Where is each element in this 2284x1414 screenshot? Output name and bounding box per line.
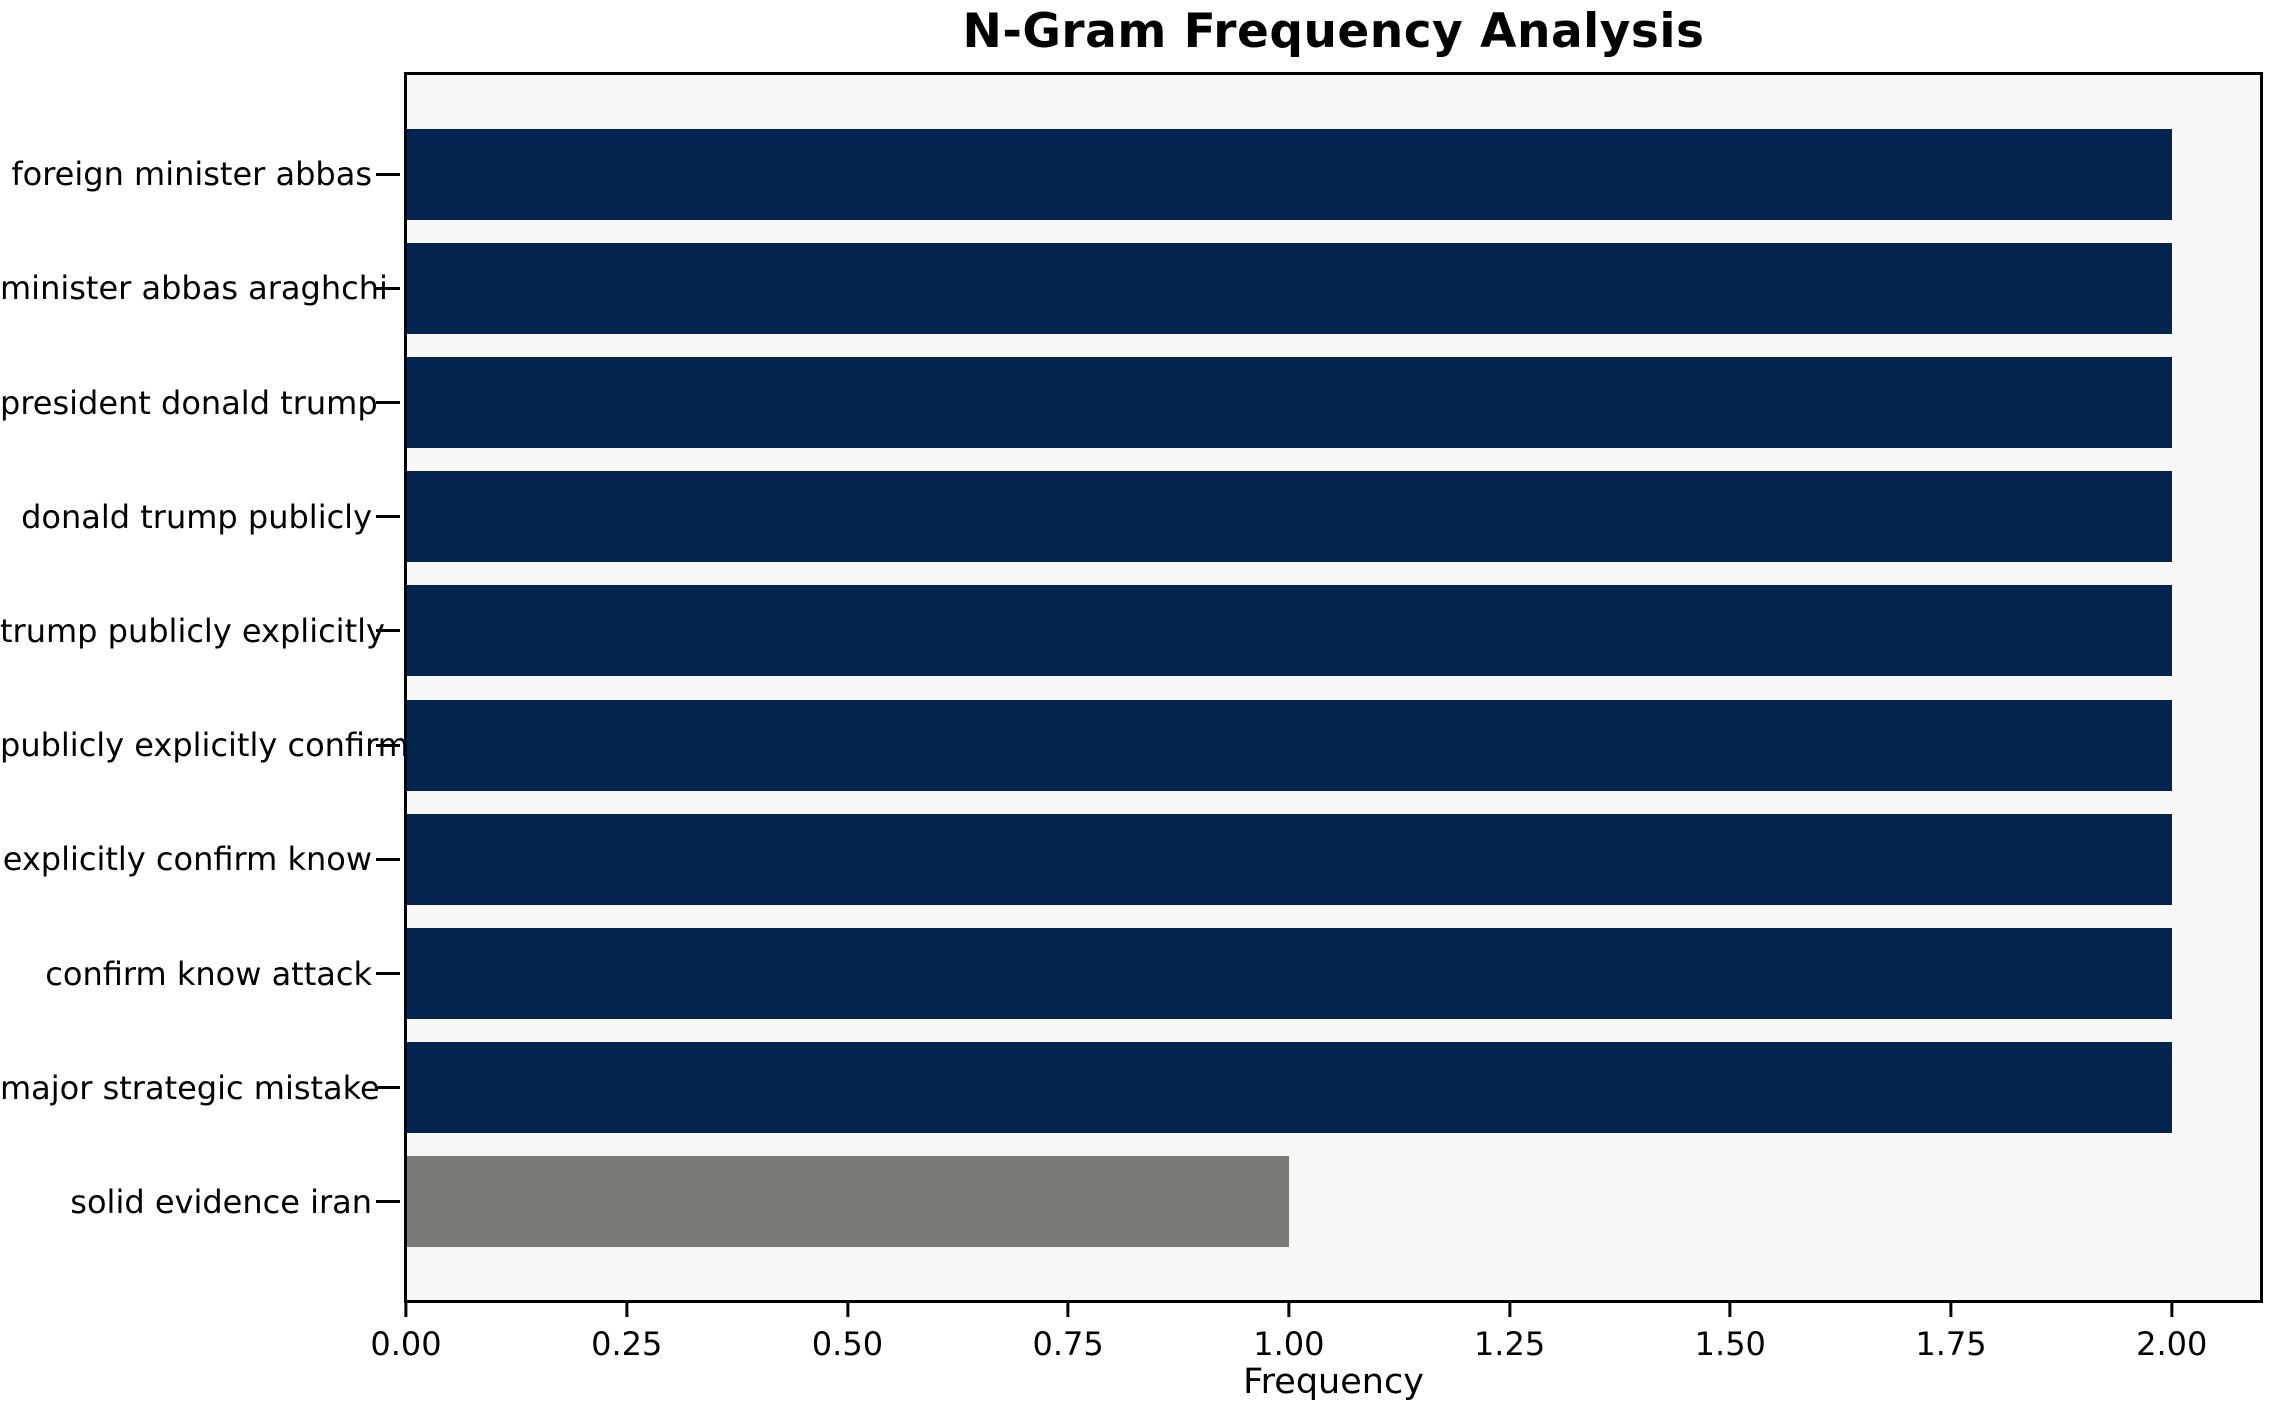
y-tick-mark (376, 743, 400, 747)
x-tick-label: 0.75 (1032, 1325, 1104, 1363)
x-tick-label: 0.50 (811, 1325, 884, 1363)
bar (407, 357, 2172, 448)
y-tick-mark (376, 857, 400, 861)
bar (407, 471, 2172, 563)
bar-row: minister abbas araghchi (0, 231, 2260, 345)
bar (407, 1042, 2172, 1134)
y-tick-mark (376, 1086, 400, 1090)
bar-track (407, 574, 2260, 688)
x-tick-mark (1287, 1303, 1291, 1317)
y-tick-mark (376, 515, 400, 519)
y-tick-label: minister abbas araghchi (0, 269, 388, 308)
bar-row: major strategic mistake (0, 1031, 2260, 1145)
x-tick: 1.25 (1474, 1303, 1545, 1363)
y-tick-label: donald trump publicly (21, 497, 372, 536)
bar (407, 585, 2172, 677)
x-tick: 2.00 (2136, 1303, 2207, 1363)
bar-row: trump publicly explicitly (0, 574, 2260, 688)
bar-track (407, 345, 2260, 459)
bar-track (407, 1145, 2260, 1259)
bar-track (407, 688, 2260, 802)
x-tick-mark (1508, 1303, 1512, 1317)
y-tick-mark (376, 1200, 400, 1204)
bar-row: foreign minister abbas (0, 117, 2260, 231)
bar-track (407, 117, 2260, 231)
x-tick-label: 2.00 (2136, 1325, 2208, 1363)
y-tick-label: foreign minister abbas (11, 155, 372, 194)
bar-row: publicly explicitly confirm (0, 688, 2260, 802)
bar-row: donald trump publicly (0, 460, 2260, 574)
x-tick-label: 1.00 (1253, 1325, 1325, 1363)
x-tick-mark (625, 1303, 629, 1317)
x-tick: 1.75 (1915, 1303, 1987, 1363)
x-tick-mark (1728, 1303, 1732, 1317)
bar-track (407, 231, 2260, 345)
x-tick: 1.50 (1695, 1303, 1766, 1363)
x-tick: 0.50 (812, 1303, 883, 1363)
y-tick-label: trump publicly explicitly (0, 611, 385, 650)
chart-title: N-Gram Frequency Analysis (962, 4, 1705, 59)
x-axis: 0.00 0.25 0.50 0.75 1.00 1.25 1.50 1.75 2.00 (370, 1303, 2260, 1373)
x-axis-label: Frequency (1243, 1362, 1424, 1402)
bar-row: explicitly confirm know (0, 802, 2260, 916)
y-tick-label: explicitly confirm know (2, 840, 372, 879)
y-tick-label: solid evidence iran (70, 1182, 372, 1221)
bar (407, 813, 2172, 905)
y-tick-label: publicly explicitly confirm (0, 726, 409, 765)
bar-rows-container: foreign minister abbas minister abbas ara… (0, 72, 2260, 1303)
x-tick-label: 1.25 (1473, 1325, 1546, 1363)
y-tick-label: president donald trump (0, 383, 378, 422)
x-tick-mark (1949, 1303, 1953, 1317)
x-tick-label: 0.00 (370, 1325, 442, 1363)
y-tick-mark (376, 401, 400, 404)
y-tick-mark (376, 629, 400, 633)
x-tick-mark (2170, 1303, 2174, 1317)
bar-track (407, 1031, 2260, 1145)
bar-track (407, 460, 2260, 574)
bar-track (407, 802, 2260, 916)
x-tick: 0.75 (1033, 1303, 1104, 1363)
bar (407, 928, 2172, 1020)
x-tick-label: 0.25 (591, 1325, 663, 1363)
x-tick: 0.00 (370, 1303, 442, 1363)
bar (407, 242, 2172, 334)
y-tick-label: major strategic mistake (0, 1068, 380, 1107)
y-tick-label: confirm know attack (45, 954, 372, 993)
x-tick: 1.00 (1253, 1303, 1324, 1363)
x-tick-mark (1066, 1303, 1070, 1317)
y-tick-mark (376, 286, 400, 290)
x-tick-label: 1.50 (1694, 1325, 1766, 1363)
bar (407, 1156, 1290, 1248)
bar (407, 699, 2172, 791)
y-tick-mark (376, 972, 400, 976)
x-tick: 0.25 (591, 1303, 662, 1363)
x-tick-mark (404, 1303, 408, 1317)
bar-row: confirm know attack (0, 916, 2260, 1030)
x-tick-label: 1.75 (1915, 1325, 1987, 1363)
bar (407, 128, 2172, 220)
bar-row: solid evidence iran (0, 1145, 2260, 1259)
x-tick-mark (845, 1303, 849, 1317)
y-tick-mark (376, 172, 400, 176)
bar-row: president donald trump (0, 345, 2260, 459)
bar-track (407, 916, 2260, 1030)
